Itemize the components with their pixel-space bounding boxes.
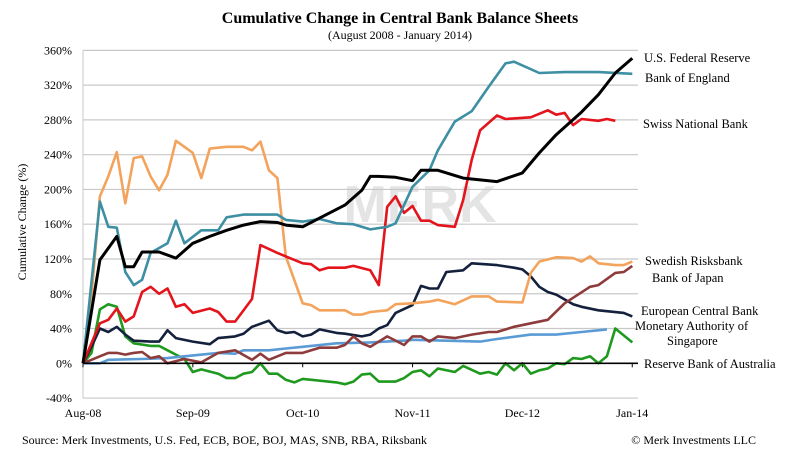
y-axis-label: Cumulative Change (%): [15, 164, 29, 281]
x-tick-label: Dec-12: [505, 406, 540, 420]
y-tick-label: 120%: [44, 252, 72, 266]
series-line-bank-of-england: [81, 60, 633, 364]
chart-subtitle: (August 2008 - January 2014): [328, 28, 472, 42]
label-boj: Bank of Japan: [652, 271, 724, 285]
y-axis: 360% 320% 280% 240% 200% 160% 120% 80% 40% 0% -40%: [44, 43, 72, 405]
chart-title: Cumulative Change in Central Bank Balanc…: [222, 10, 578, 27]
y-tick-label: 320%: [44, 78, 72, 92]
label-riks: Swedish Risksbank: [645, 254, 743, 268]
source-note: Source: Merk Investments, U.S. Fed, ECB,…: [22, 433, 427, 447]
y-tick-label: 40%: [50, 322, 72, 336]
label-boe: Bank of England: [645, 71, 730, 85]
label-ecb: European Central Bank: [641, 304, 759, 318]
label-mas-2: Singapore: [667, 334, 718, 348]
y-tick-label: 360%: [44, 43, 72, 57]
x-tick-label: Oct-10: [286, 406, 319, 420]
series-lines: [81, 57, 638, 386]
series-line-u-s-federal-reserve: [81, 57, 634, 364]
series-labels: U.S. Federal Reserve Bank of England Swi…: [635, 51, 776, 371]
y-tick-label: 280%: [44, 113, 72, 127]
series-line-reserve-bank-of-australia: [81, 302, 634, 386]
x-axis: Aug-08 Sep-09 Oct-10 Nov-11 Dec-12 Jan-14: [65, 363, 648, 420]
x-tick-label: Jan-14: [616, 406, 648, 420]
series-line-swiss-national-bank: [81, 109, 616, 364]
y-tick-label: 200%: [44, 182, 72, 196]
copyright: © Merk Investments LLC: [631, 433, 756, 447]
label-snb: Swiss National Bank: [643, 117, 749, 131]
y-tick-label: 80%: [50, 287, 72, 301]
series-line-monetary-authority-of-singapore: [83, 328, 608, 365]
label-rba: Reserve Bank of Australia: [644, 357, 776, 371]
label-mas-1: Monetary Authority of: [635, 319, 749, 333]
label-fed: U.S. Federal Reserve: [644, 51, 751, 65]
x-tick-label: Sep-09: [176, 406, 210, 420]
x-tick-label: Nov-11: [394, 406, 430, 420]
y-tick-label: 240%: [44, 148, 72, 162]
y-tick-label: 160%: [44, 217, 72, 231]
x-tick-label: Aug-08: [65, 406, 102, 420]
series-line-swedish-risksbank: [81, 139, 633, 364]
y-tick-label: -40%: [46, 391, 72, 405]
gridlines: [82, 49, 638, 399]
series-line-bank-of-japan: [82, 264, 634, 365]
y-tick-label: 0%: [56, 356, 72, 370]
